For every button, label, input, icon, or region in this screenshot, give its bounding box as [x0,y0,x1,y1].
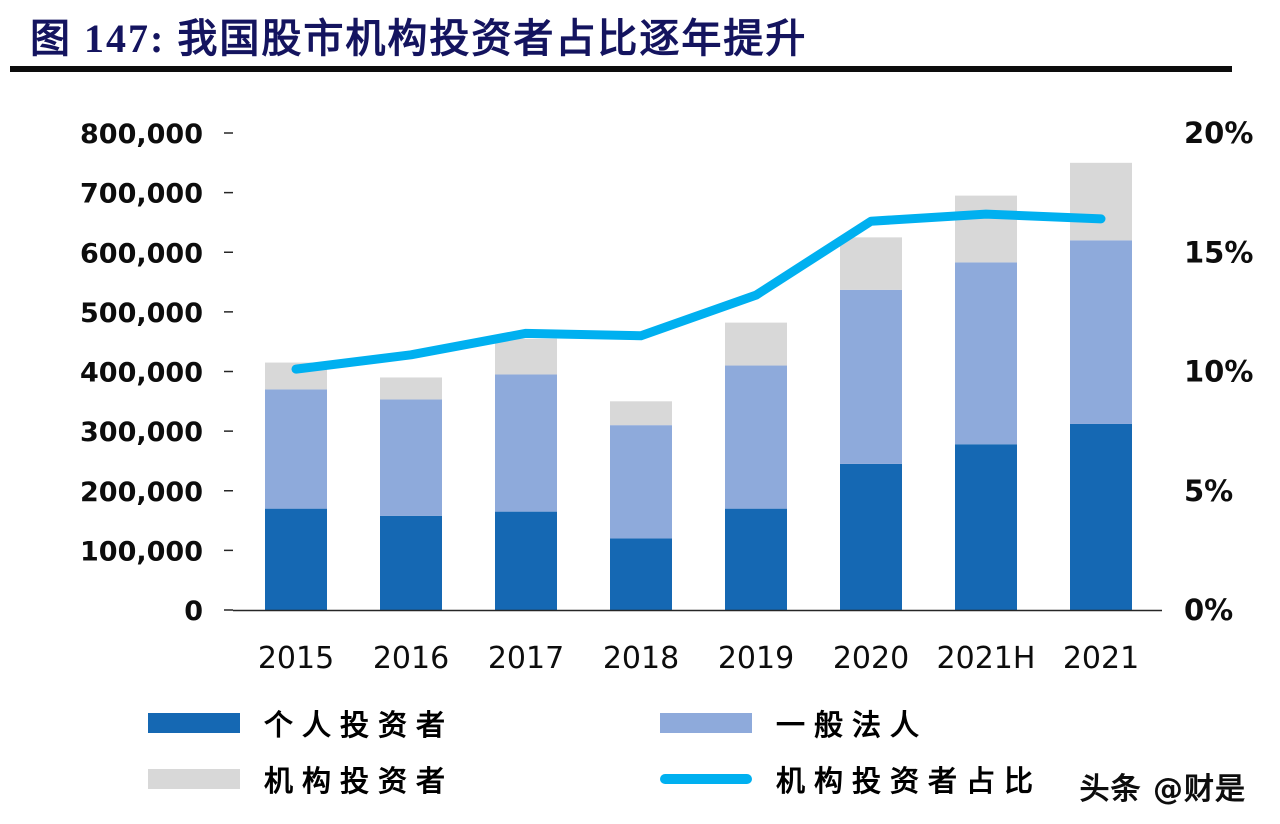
bar-segment [380,399,442,516]
bar-segment [495,511,557,610]
bar-segment [1070,240,1132,424]
bar-segment [840,289,902,464]
chart-plot-area: 0 100,000 200,000 300,000 400,000 500,000 600,… [80,116,1253,676]
bar-segment [265,508,327,610]
legend-item-individual-investors: 个人投资者 [148,702,660,744]
legend-swatch-institutional-ratio-line [660,774,752,784]
bar-segment [1070,162,1132,241]
bar-segment [725,322,787,366]
x-axis-tick-label: 2016 [373,641,449,676]
watermark-toutiao-caishi: 头条 @财是 [1079,772,1246,807]
x-axis-tick-label: 2015 [258,641,334,676]
legend-label-individual-investors: 个人投资者 [264,710,455,742]
bar-segment [955,195,1017,263]
bar-segment [840,463,902,610]
institutional-ratio-line [291,209,1106,374]
right-axis-tick-label: 10% [1184,355,1253,389]
chart-legend: 个人投资者 一般法人 机构投资者 机构投资者占比 [148,702,1148,800]
left-axis-tick-label: 400,000 [80,358,203,389]
bar-segment [725,508,787,610]
bar-segment [495,374,557,512]
x-axis-tick-label: 2019 [718,641,794,676]
x-axis-tick-label: 2018 [603,641,679,676]
chart-title: 图 147: 我国股市机构投资者占比逐年提升 [30,16,808,61]
legend-label-institutional-investors: 机构投资者 [264,766,455,798]
legend-swatch-general-legal-person [660,713,752,733]
left-axis-tick-label: 700,000 [80,179,203,210]
legend-item-institutional-ratio: 机构投资者占比 [660,758,1148,800]
x-axis-tick-label: 2021 [1063,641,1139,676]
x-axis-tick-label: 2017 [488,641,564,676]
left-axis-tick-label: 300,000 [80,417,203,448]
bar-segment [265,389,327,509]
left-axis-tick-label: 500,000 [80,298,203,329]
bar-segment [610,538,672,610]
bar-segment [380,515,442,610]
right-axis-tick-label: 20% [1184,116,1253,150]
right-axis-tick-label: 5% [1184,474,1233,508]
bar-segment [955,262,1017,445]
legend-swatch-institutional-investors [148,769,240,789]
bar-segment [495,338,557,375]
left-axis-tick-label: 800,000 [80,119,203,150]
legend-label-general-legal-person: 一般法人 [776,710,929,742]
left-axis-tick-label: 200,000 [80,477,203,508]
x-axis-tick-label: 2020 [833,641,909,676]
left-axis-tick-label: 100,000 [80,536,203,567]
bar-segment [610,425,672,539]
bar-segment [725,365,787,509]
legend-label-institutional-ratio: 机构投资者占比 [776,766,1043,798]
legend-swatch-individual-investors [148,713,240,733]
legend-item-general-legal-person: 一般法人 [660,702,1148,744]
left-axis-tick-label: 600,000 [80,238,203,269]
right-axis-tick-label: 0% [1184,593,1233,627]
right-axis-tick-label: 15% [1184,235,1253,269]
bar-segment [1070,423,1132,610]
bar-segment [610,401,672,426]
title-underline [10,66,1232,72]
bar-segment [380,377,442,400]
bar-segment [955,444,1017,610]
legend-item-institutional-investors: 机构投资者 [148,758,660,800]
left-axis-tick-label: 0 [184,596,203,627]
x-axis-tick-label: 2021H [937,641,1036,676]
bar-segment [840,237,902,290]
